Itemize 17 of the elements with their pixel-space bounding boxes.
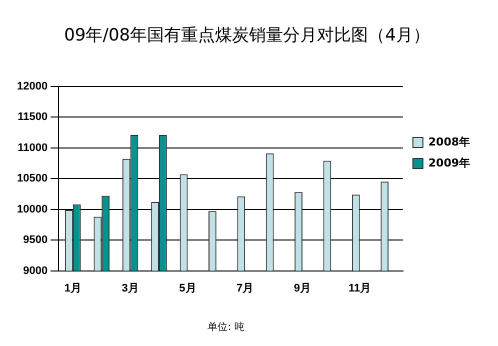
x-tick-label: 11月 [348,282,372,294]
y-tick-label: 11500 [18,111,48,124]
x-tick-label: 1月 [64,282,82,294]
x-tick-label: 7月 [236,282,254,294]
x-tick-label: 9月 [294,282,312,294]
chart-title: 09年/08年国有重点煤炭销量分月对比图（4月） [64,26,430,46]
y-tick-label: 9000 [23,264,48,277]
y-tick-label: 9500 [23,234,48,246]
legend-label: 2008年 [428,135,470,148]
text: 单位: 吨 [208,321,244,333]
x-tick-label: 5月 [179,282,196,294]
y-tick-label: 12000 [16,80,48,92]
y-tick-label: 10500 [16,172,48,185]
y-tick-label: 10000 [16,203,48,216]
y-tick-label: 11000 [18,142,48,154]
legend-label: 2009年 [428,156,470,170]
x-tick-label: 3月 [122,282,139,294]
